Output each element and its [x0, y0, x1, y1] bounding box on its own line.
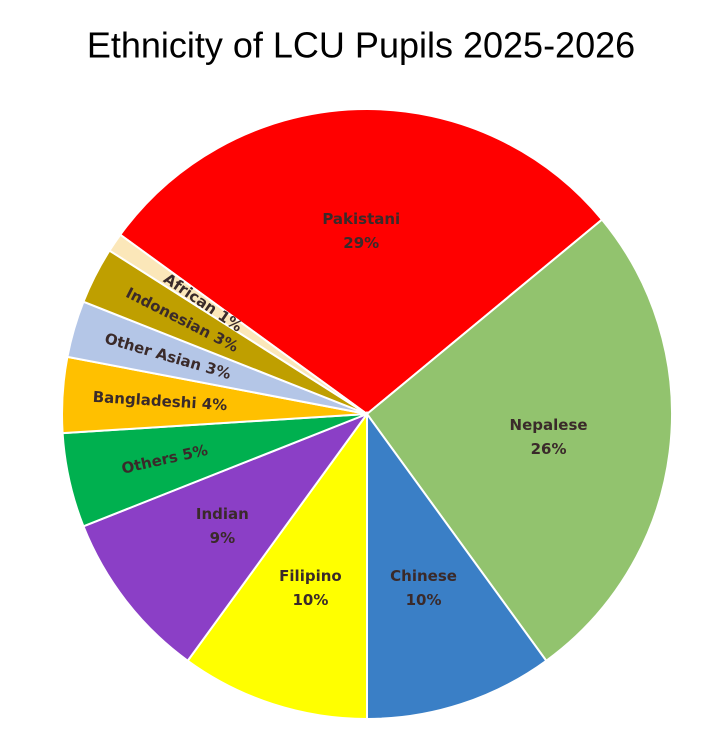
- slice-label: Filipino 10%: [279, 567, 342, 609]
- slice-label: Pakistani 29%: [322, 210, 400, 252]
- slice-value: 29%: [343, 234, 379, 252]
- slice-name: Filipino: [279, 567, 342, 585]
- slice-value: 5%: [181, 440, 210, 463]
- pie-slice: [366, 410, 548, 721]
- pie-slice: [186, 410, 368, 721]
- slice-value: 10%: [292, 591, 328, 609]
- slice-name: Indian: [196, 505, 249, 523]
- slice-value: 4%: [201, 394, 228, 414]
- slice-label: Indian 9%: [196, 505, 249, 547]
- slice-label: Nepalese 26%: [510, 415, 588, 457]
- slice-name: Pakistani: [322, 210, 400, 228]
- pie-slice: [118, 108, 604, 416]
- slice-value: 9%: [210, 529, 235, 547]
- slice-label: Chinese 10%: [390, 567, 457, 609]
- pie-slice: [365, 218, 673, 663]
- slice-value: 26%: [531, 439, 567, 457]
- slice-name: Chinese: [390, 567, 457, 585]
- chart-title: Ethnicity of LCU Pupils 2025-2026: [87, 25, 635, 66]
- pie-slice: [108, 233, 368, 415]
- slice-value: 10%: [406, 591, 442, 609]
- slice-name: Nepalese: [510, 415, 588, 433]
- pie-slice: [82, 411, 370, 663]
